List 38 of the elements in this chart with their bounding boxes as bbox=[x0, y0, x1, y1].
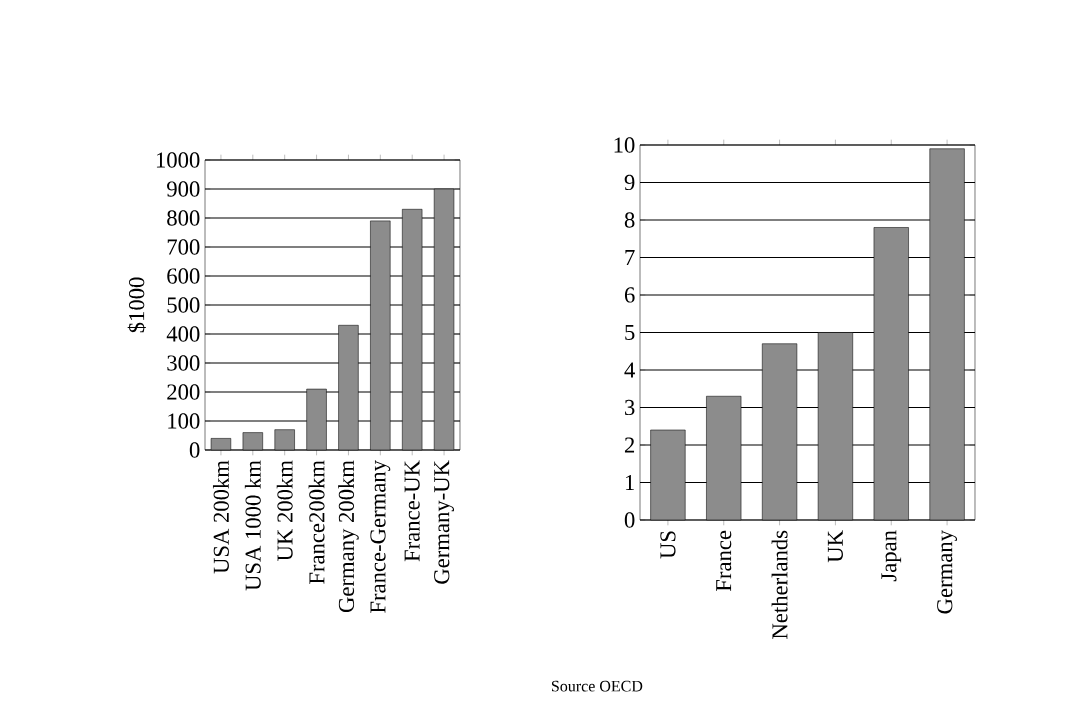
source-note: Source OECD bbox=[551, 680, 643, 692]
y-tick-label: 9 bbox=[624, 174, 635, 191]
x-tick-label: UK bbox=[827, 530, 843, 563]
y-tick-label: 2 bbox=[624, 437, 635, 453]
y-tick-label: 1000 bbox=[156, 152, 200, 168]
y-tick-label: 8 bbox=[624, 212, 635, 228]
x-tick-label: Germany bbox=[937, 530, 958, 614]
y-tick-label: 200 bbox=[167, 384, 200, 400]
y-tick-label: 4 bbox=[624, 362, 635, 378]
x-tick-label: Japan bbox=[881, 530, 902, 582]
y-tick-label: 0 bbox=[624, 512, 635, 528]
y-tick-label: 900 bbox=[167, 181, 200, 197]
x-tick-label: Netherlands bbox=[771, 530, 788, 639]
y-tick-label: 400 bbox=[166, 326, 200, 342]
x-tick-label: France-Germany bbox=[370, 460, 391, 613]
y-tick-label: 1 bbox=[625, 475, 634, 490]
y-tick-label: 7 bbox=[625, 250, 635, 265]
y-tick-label: 3 bbox=[625, 399, 635, 416]
x-tick-label: France bbox=[716, 530, 732, 592]
y-tick-label: 800 bbox=[167, 210, 200, 226]
x-tick-label: UK 200km bbox=[276, 460, 293, 561]
y-axis-title: $1000 bbox=[127, 277, 146, 333]
y-tick-label: 10 bbox=[614, 137, 635, 153]
y-tick-label: 6 bbox=[624, 287, 635, 303]
x-tick-label: USA 200km bbox=[212, 460, 229, 574]
x-tick-label: Germany-UK bbox=[434, 460, 455, 584]
x-tick-label: USA 1000 km bbox=[244, 460, 261, 591]
y-tick-label: 500 bbox=[167, 297, 200, 313]
x-tick-label: US bbox=[660, 531, 676, 559]
x-tick-label: Germany 200km bbox=[338, 460, 359, 613]
y-tick-label: 700 bbox=[167, 239, 200, 255]
y-tick-label: 100 bbox=[168, 413, 200, 429]
y-tick-label: 300 bbox=[167, 355, 200, 371]
x-tick-label: France200km bbox=[308, 460, 325, 585]
y-tick-label: 0 bbox=[189, 442, 200, 458]
x-tick-label: France-UK bbox=[404, 460, 420, 562]
y-tick-label: 5 bbox=[625, 324, 635, 341]
y-tick-label: 600 bbox=[167, 268, 200, 284]
